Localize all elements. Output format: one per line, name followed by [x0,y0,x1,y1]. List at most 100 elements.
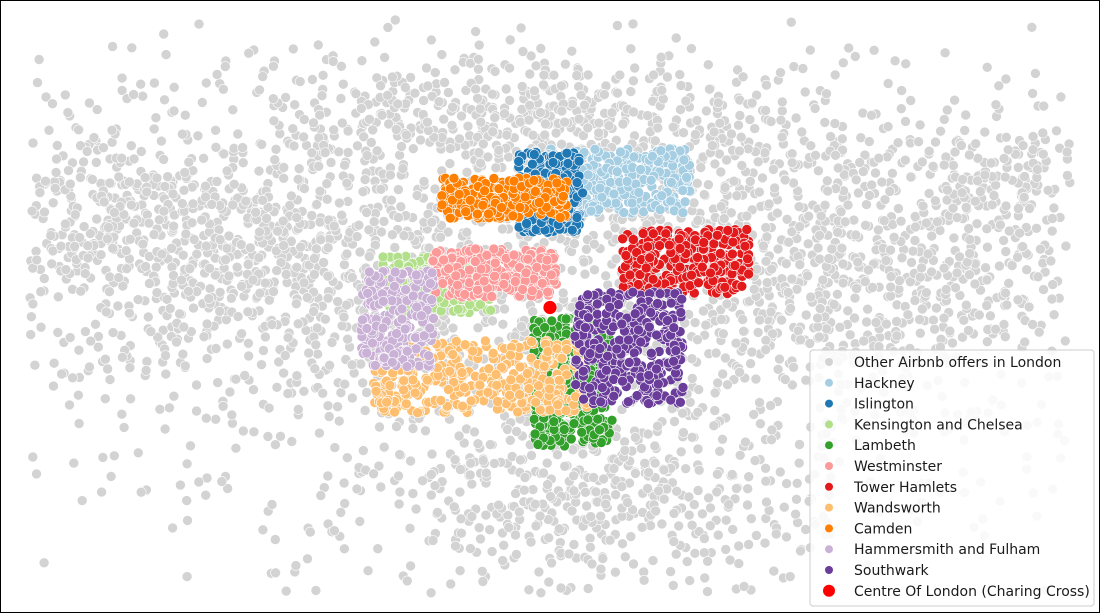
data-point-other [535,587,547,599]
data-point-other [266,319,278,330]
data-point-other [533,566,545,578]
data-point-other [842,199,854,211]
data-point-other [353,219,365,231]
data-point-other [100,393,111,405]
data-point-other [116,408,128,420]
data-point-other [314,185,326,197]
data-point-other [186,217,198,228]
data-point-other [1000,287,1011,299]
data-point-other [876,176,888,188]
data-point-other [930,136,941,148]
data-point-other [905,95,917,106]
data-point-hackney [677,185,689,196]
data-point-other [916,156,928,168]
data-point-other [720,544,732,555]
data-point-other [769,182,780,194]
data-point-other [960,299,972,311]
data-point-other [220,254,231,266]
data-point-other [204,262,215,274]
data-point-other [248,384,259,396]
data-point-other [971,218,983,229]
data-point-other [669,416,680,427]
data-point-other [1012,251,1023,263]
data-point-other [1027,144,1039,155]
data-point-other [887,168,898,179]
data-point-other [939,47,951,59]
data-point-other [907,245,919,257]
data-point-other [387,229,398,240]
data-point-other [529,498,541,510]
data-point-other [356,103,367,114]
data-point-other [513,506,525,518]
data-point-other [851,283,862,294]
data-point-other [929,323,940,335]
data-point-lambeth [606,414,618,426]
data-point-other [449,454,461,466]
data-point-lambeth [539,322,551,333]
data-point-other [959,125,971,136]
data-point-other [612,87,623,99]
data-point-other [180,360,191,372]
data-point-other [656,518,668,530]
data-point-other [932,216,943,228]
data-point-other [815,210,827,222]
data-point-other [772,207,783,219]
data-point-islington [547,157,559,168]
data-point-other [568,485,580,497]
data-point-hackney [615,146,626,158]
data-point-other [649,440,661,452]
data-point-other [278,173,290,184]
data-point-other [738,325,749,337]
data-point-other [863,136,875,147]
data-point-other [823,253,835,264]
data-point-other [627,18,639,30]
data-point-other [760,475,772,487]
data-point-other [159,181,171,192]
data-point-other [617,538,628,550]
data-point-other [893,203,904,214]
data-point-other [782,287,794,298]
data-point-islington [562,158,574,169]
data-point-other [872,224,884,236]
data-point-other [821,323,832,335]
data-point-other [784,571,796,582]
data-point-other [389,242,401,253]
data-point-other [542,479,553,490]
data-point-other [538,79,549,91]
data-point-other [749,123,761,134]
data-point-other [814,230,825,241]
data-point-other [389,14,401,26]
data-point-other [582,122,594,134]
data-point-other [351,483,363,495]
data-point-other [379,52,390,63]
data-point-other [628,106,639,118]
data-point-other [922,248,934,260]
data-point-other [179,167,190,178]
data-point-other [885,271,897,282]
data-point-other [744,176,756,187]
data-point-other [26,205,38,217]
data-point-other [785,303,796,314]
data-point-other [617,118,629,130]
data-point-other [1062,170,1073,181]
data-point-other [351,231,363,242]
data-point-hackney [582,169,594,181]
data-point-other [964,234,976,245]
data-point-other [755,418,766,430]
data-point-other [690,129,701,140]
data-point-other [524,100,536,111]
data-point-other [27,137,39,149]
data-point-other [82,240,94,251]
data-point-other [853,187,864,199]
data-point-other [401,575,413,587]
data-point-other [29,359,41,371]
data-point-other [168,220,179,232]
data-point-other [560,58,571,70]
data-point-other [616,481,628,492]
data-point-other [742,499,753,511]
data-point-other [530,520,542,532]
data-point-other [465,543,476,554]
data-point-other [329,442,341,453]
data-point-other [630,432,641,443]
data-point-other [527,306,539,318]
